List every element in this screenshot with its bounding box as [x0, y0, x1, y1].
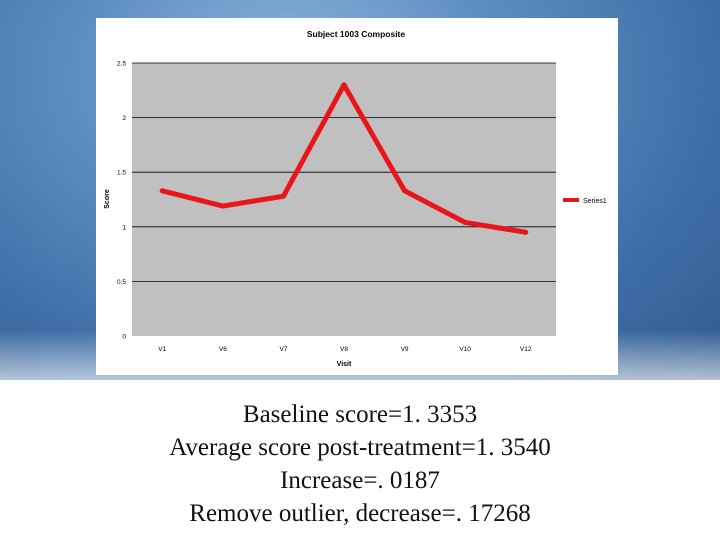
x-axis-ticks: V1 V6 V7 V8 V9 V10 V12: [158, 346, 532, 353]
slide-caption: Baseline score=1. 3353 Average score pos…: [0, 398, 720, 530]
x-axis-label: Visit: [337, 361, 352, 368]
y-tick-label: 0: [122, 334, 126, 341]
series-layer: [159, 82, 529, 235]
chart-title: Subject 1003 Composite: [307, 29, 406, 39]
caption-line-increase: Increase=. 0187: [280, 467, 440, 494]
caption-line-outlier: Remove outlier, decrease=. 17268: [189, 500, 531, 527]
y-tick-label: 2.5: [117, 61, 126, 68]
gridlines: [132, 62, 556, 282]
legend-label: Series1: [583, 198, 607, 205]
data-point: [159, 188, 165, 194]
x-tick-label: V12: [520, 346, 532, 353]
chart-container: Subject 1003 Composite 0 0.5 1 1.5 2 2.5 V1 V6…: [96, 18, 618, 375]
y-tick-label: 1.5: [117, 170, 126, 177]
y-tick-label: 0.5: [117, 279, 126, 286]
data-point: [402, 188, 408, 194]
x-tick-label: V1: [158, 346, 166, 353]
data-point: [220, 203, 226, 209]
legend: Series1: [563, 198, 607, 205]
x-tick-label: V7: [279, 346, 287, 353]
data-point: [462, 219, 468, 225]
x-tick-label: V9: [401, 346, 409, 353]
data-point: [280, 193, 286, 199]
x-tick-label: V8: [340, 346, 348, 353]
data-point: [523, 229, 529, 235]
y-axis-ticks: 0 0.5 1 1.5 2 2.5: [117, 61, 126, 341]
x-tick-label: V10: [459, 346, 471, 353]
caption-line-average: Average score post-treatment=1. 3540: [169, 434, 551, 461]
y-tick-label: 2: [122, 115, 126, 122]
line-chart: Subject 1003 Composite 0 0.5 1 1.5 2 2.5 V1 V6…: [104, 29, 607, 368]
caption-line-baseline: Baseline score=1. 3353: [242, 401, 478, 428]
y-axis-label: Score: [104, 189, 111, 209]
data-point: [341, 82, 347, 88]
x-tick-label: V6: [219, 346, 227, 353]
y-tick-label: 1: [122, 224, 126, 231]
